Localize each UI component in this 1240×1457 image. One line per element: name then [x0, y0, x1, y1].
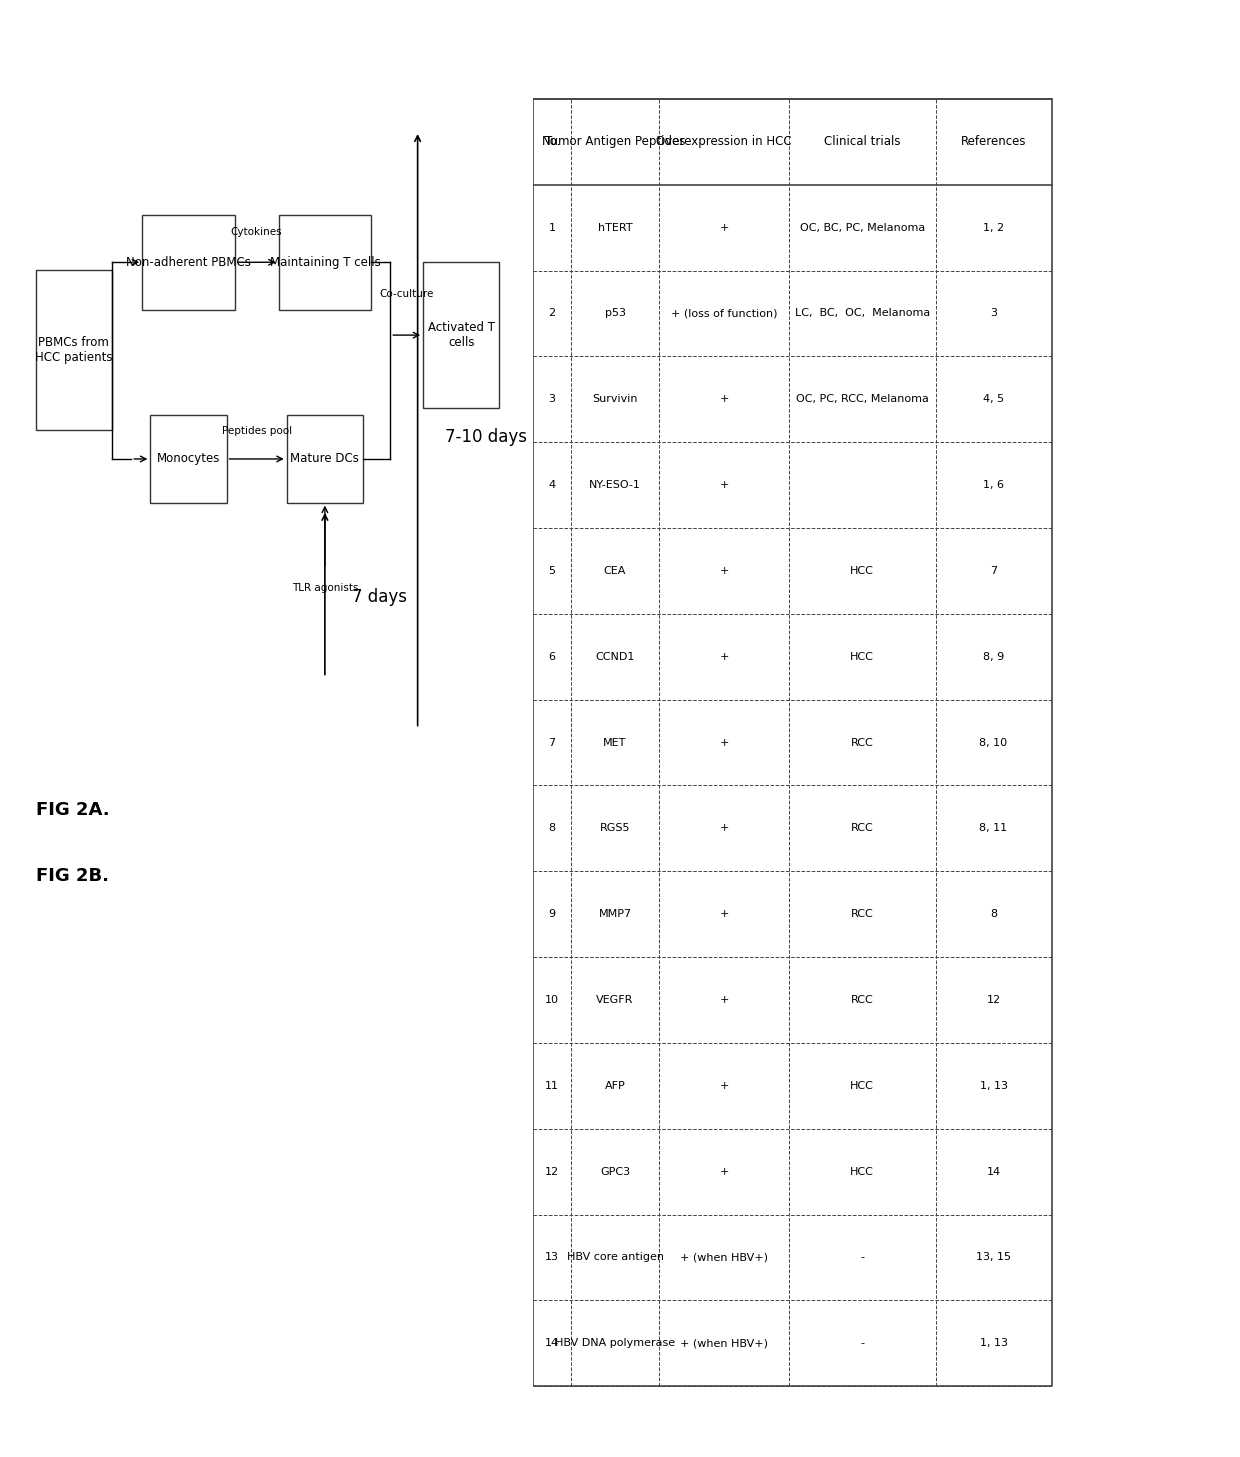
- Text: +: +: [719, 651, 729, 661]
- Text: Peptides pool: Peptides pool: [222, 425, 291, 436]
- Text: +: +: [719, 481, 729, 490]
- Text: +: +: [719, 737, 729, 747]
- Text: 7: 7: [990, 565, 997, 576]
- Text: Tumor Antigen Peptides: Tumor Antigen Peptides: [544, 136, 686, 149]
- Text: Clinical trials: Clinical trials: [825, 136, 900, 149]
- Text: Survivin: Survivin: [593, 395, 637, 404]
- Bar: [150, 415, 227, 503]
- Text: 7-10 days: 7-10 days: [445, 428, 527, 446]
- Text: MMP7: MMP7: [599, 909, 631, 919]
- Text: Maintaining T cells: Maintaining T cells: [269, 256, 381, 268]
- Text: 7: 7: [548, 737, 556, 747]
- Text: FIG 2A.: FIG 2A.: [36, 801, 109, 819]
- Text: RGS5: RGS5: [600, 823, 630, 833]
- Text: No.: No.: [542, 136, 562, 149]
- Text: GPC3: GPC3: [600, 1167, 630, 1177]
- Bar: [423, 262, 500, 408]
- Text: 4: 4: [548, 481, 556, 490]
- Text: RCC: RCC: [851, 909, 874, 919]
- Text: MET: MET: [604, 737, 626, 747]
- Text: 13, 15: 13, 15: [976, 1253, 1011, 1262]
- Text: Overexpression in HCC: Overexpression in HCC: [656, 136, 792, 149]
- Text: +: +: [719, 1081, 729, 1091]
- Text: 1, 13: 1, 13: [980, 1339, 1008, 1348]
- Text: HBV DNA polymerase: HBV DNA polymerase: [556, 1339, 675, 1348]
- Text: 11: 11: [544, 1081, 559, 1091]
- Text: AFP: AFP: [605, 1081, 625, 1091]
- Text: TLR agonists: TLR agonists: [291, 583, 358, 593]
- Text: HCC: HCC: [851, 1167, 874, 1177]
- Text: 4, 5: 4, 5: [983, 395, 1004, 404]
- Text: 1, 13: 1, 13: [980, 1081, 1008, 1091]
- Text: 13: 13: [544, 1253, 559, 1262]
- Text: 6: 6: [548, 651, 556, 661]
- Text: 3: 3: [990, 309, 997, 319]
- Text: LC,  BC,  OC,  Melanoma: LC, BC, OC, Melanoma: [795, 309, 930, 319]
- Text: Monocytes: Monocytes: [156, 453, 221, 465]
- Text: +: +: [719, 909, 729, 919]
- Text: HCC: HCC: [851, 565, 874, 576]
- Text: 2: 2: [548, 309, 556, 319]
- Text: CCND1: CCND1: [595, 651, 635, 661]
- Bar: [36, 270, 112, 430]
- Text: +: +: [719, 823, 729, 833]
- Text: 5: 5: [548, 565, 556, 576]
- Text: p53: p53: [605, 309, 625, 319]
- Text: Activated T
cells: Activated T cells: [428, 321, 495, 350]
- Text: OC, PC, RCC, Melanoma: OC, PC, RCC, Melanoma: [796, 395, 929, 404]
- Text: 12: 12: [544, 1167, 559, 1177]
- Text: 1: 1: [548, 223, 556, 233]
- Text: RCC: RCC: [851, 995, 874, 1005]
- Text: +: +: [719, 223, 729, 233]
- Text: 10: 10: [544, 995, 559, 1005]
- Text: Mature DCs: Mature DCs: [290, 453, 360, 465]
- Text: 8, 10: 8, 10: [980, 737, 1008, 747]
- Text: -: -: [861, 1339, 864, 1348]
- Text: NY-ESO-1: NY-ESO-1: [589, 481, 641, 490]
- Text: Non-adherent PBMCs: Non-adherent PBMCs: [126, 256, 250, 268]
- Text: 1, 2: 1, 2: [983, 223, 1004, 233]
- Text: References: References: [961, 136, 1027, 149]
- Bar: [143, 216, 234, 310]
- Text: + (loss of function): + (loss of function): [671, 309, 777, 319]
- Text: +: +: [719, 995, 729, 1005]
- Text: 8: 8: [990, 909, 997, 919]
- Text: + (when HBV+): + (when HBV+): [681, 1339, 768, 1348]
- Text: 8: 8: [548, 823, 556, 833]
- Text: -: -: [861, 1253, 864, 1262]
- Text: CEA: CEA: [604, 565, 626, 576]
- Text: hTERT: hTERT: [598, 223, 632, 233]
- Text: HCC: HCC: [851, 1081, 874, 1091]
- Text: 8, 11: 8, 11: [980, 823, 1008, 833]
- Bar: [286, 415, 363, 503]
- Text: HCC: HCC: [851, 651, 874, 661]
- Text: + (when HBV+): + (when HBV+): [681, 1253, 768, 1262]
- Text: 8, 9: 8, 9: [983, 651, 1004, 661]
- Text: +: +: [719, 1167, 729, 1177]
- Text: Cytokines: Cytokines: [231, 227, 283, 236]
- Text: FIG 2B.: FIG 2B.: [36, 867, 109, 884]
- Text: RCC: RCC: [851, 737, 874, 747]
- Text: +: +: [719, 395, 729, 404]
- Text: 3: 3: [548, 395, 556, 404]
- Text: PBMCs from
HCC patients: PBMCs from HCC patients: [35, 335, 113, 364]
- Text: 12: 12: [987, 995, 1001, 1005]
- Text: 1, 6: 1, 6: [983, 481, 1004, 490]
- Text: 9: 9: [548, 909, 556, 919]
- Text: 14: 14: [544, 1339, 559, 1348]
- Text: 7 days: 7 days: [352, 589, 407, 606]
- Bar: [279, 216, 371, 310]
- Text: 14: 14: [987, 1167, 1001, 1177]
- Text: +: +: [719, 565, 729, 576]
- Text: VEGFR: VEGFR: [596, 995, 634, 1005]
- Text: Co-culture: Co-culture: [379, 288, 434, 299]
- Text: HBV core antigen: HBV core antigen: [567, 1253, 663, 1262]
- Text: RCC: RCC: [851, 823, 874, 833]
- Text: OC, BC, PC, Melanoma: OC, BC, PC, Melanoma: [800, 223, 925, 233]
